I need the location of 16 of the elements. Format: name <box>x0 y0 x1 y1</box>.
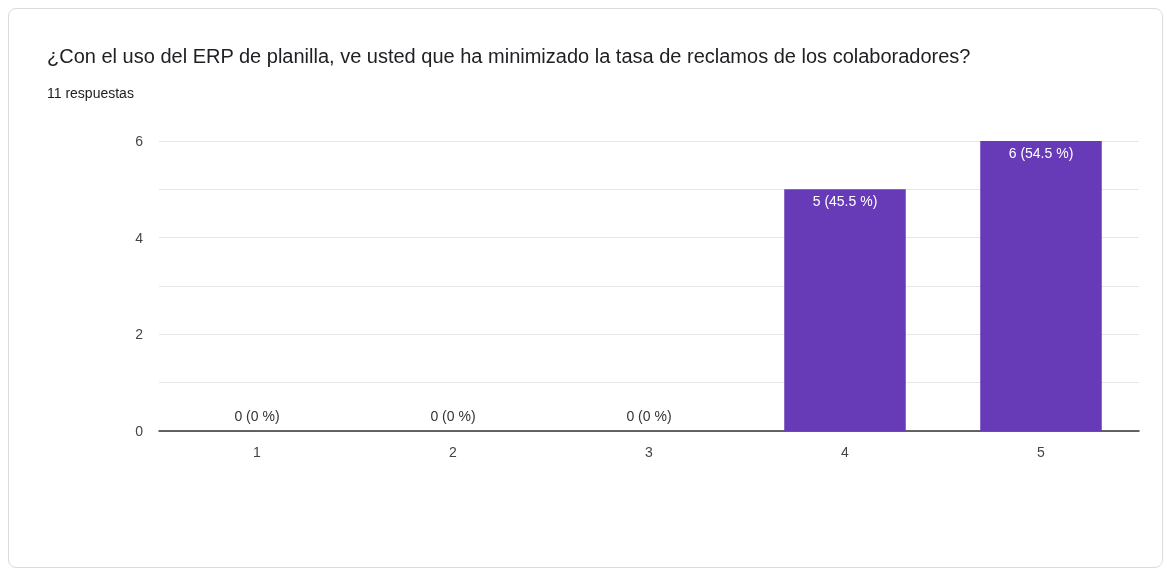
x-tick-label: 3 <box>645 444 654 460</box>
chart-title: ¿Con el uso del ERP de planilla, ve usted que ha minimizado la tasa de reclamos de los colaboradores? <box>47 44 972 69</box>
y-tick-label: 6 <box>135 133 144 149</box>
y-tick-label: 0 <box>135 423 144 439</box>
x-tick-label: 5 <box>1037 444 1046 460</box>
x-tick-label: 4 <box>841 444 850 460</box>
y-tick-label: 4 <box>135 229 144 246</box>
data-label: 0 (0 %) <box>234 408 280 424</box>
chart-subtitle: 11 respuestas <box>47 85 135 101</box>
data-label: 0 (0 %) <box>430 408 476 424</box>
data-label: 6 (54.5 %) <box>1008 145 1074 161</box>
data-label: 5 (45.5 %) <box>812 193 878 210</box>
y-tick-label: 2 <box>135 326 144 343</box>
data-label: 0 (0 %) <box>626 408 672 424</box>
x-tick-label: 1 <box>253 444 262 460</box>
x-tick-label: 2 <box>449 444 458 460</box>
